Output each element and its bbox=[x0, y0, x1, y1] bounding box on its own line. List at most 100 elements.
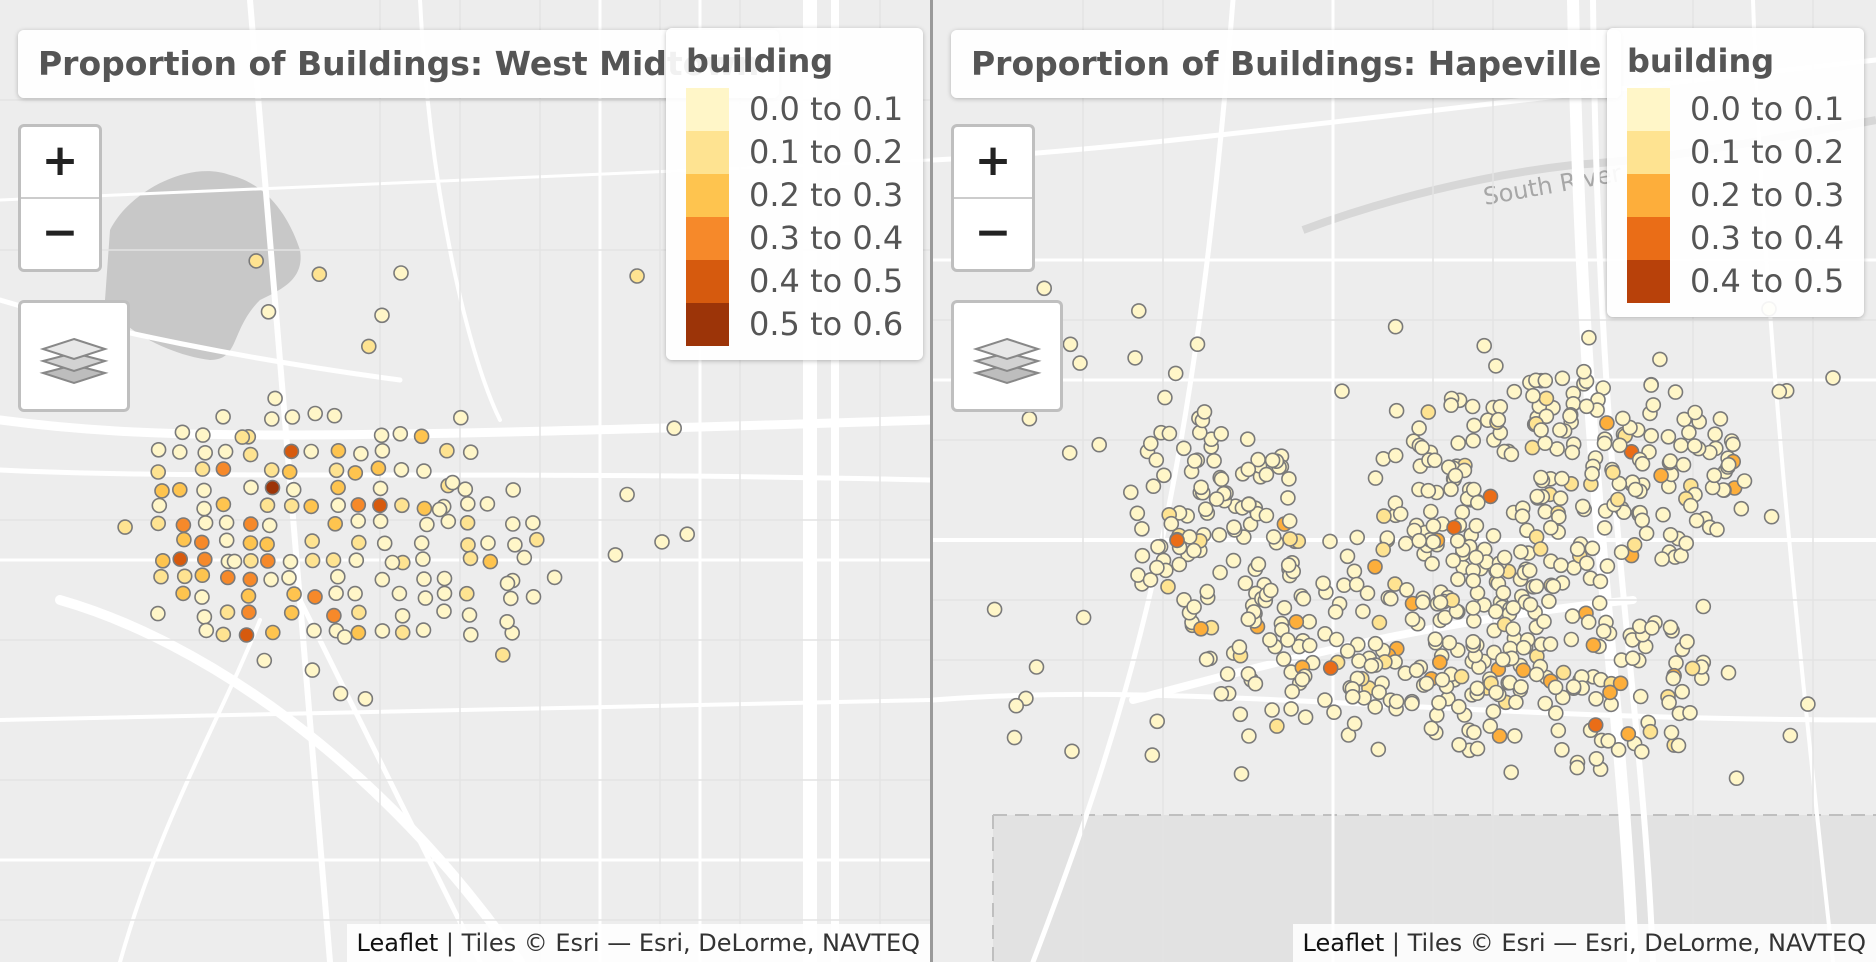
building-marker[interactable] bbox=[1488, 358, 1504, 374]
building-marker[interactable] bbox=[384, 554, 401, 571]
building-marker[interactable] bbox=[304, 662, 321, 678]
building-marker[interactable] bbox=[1447, 467, 1464, 484]
building-marker[interactable] bbox=[1367, 699, 1384, 715]
building-marker[interactable] bbox=[1587, 717, 1604, 733]
building-marker[interactable] bbox=[413, 535, 430, 551]
building-marker[interactable] bbox=[986, 601, 1003, 618]
building-marker[interactable] bbox=[1169, 532, 1185, 549]
building-marker[interactable] bbox=[1397, 535, 1414, 552]
building-marker[interactable] bbox=[1425, 518, 1442, 534]
building-marker[interactable] bbox=[1453, 668, 1470, 685]
building-marker[interactable] bbox=[1411, 420, 1427, 436]
building-marker[interactable] bbox=[285, 481, 302, 498]
building-marker[interactable] bbox=[1613, 544, 1630, 561]
building-marker[interactable] bbox=[654, 534, 670, 550]
building-marker[interactable] bbox=[452, 409, 469, 426]
building-marker[interactable] bbox=[1673, 437, 1689, 454]
building-marker[interactable] bbox=[416, 500, 433, 517]
building-marker[interactable] bbox=[1339, 548, 1356, 565]
building-marker[interactable] bbox=[1468, 549, 1484, 566]
building-marker[interactable] bbox=[1398, 581, 1415, 598]
building-marker[interactable] bbox=[1488, 684, 1504, 701]
building-marker[interactable] bbox=[629, 268, 645, 284]
building-marker[interactable] bbox=[1550, 722, 1567, 739]
building-marker[interactable] bbox=[1706, 467, 1723, 484]
building-marker[interactable] bbox=[1825, 370, 1841, 386]
building-marker[interactable] bbox=[248, 253, 265, 269]
building-marker[interactable] bbox=[1538, 390, 1555, 407]
building-marker[interactable] bbox=[1426, 452, 1443, 469]
building-marker[interactable] bbox=[1450, 435, 1467, 451]
building-marker[interactable] bbox=[1578, 398, 1595, 415]
building-marker[interactable] bbox=[1021, 410, 1038, 427]
building-marker[interactable] bbox=[241, 604, 257, 621]
building-marker[interactable] bbox=[415, 622, 432, 638]
building-marker[interactable] bbox=[220, 569, 236, 586]
building-marker[interactable] bbox=[264, 624, 281, 641]
building-marker[interactable] bbox=[1258, 507, 1275, 524]
building-marker[interactable] bbox=[1632, 688, 1649, 705]
building-marker[interactable] bbox=[376, 535, 393, 552]
building-marker[interactable] bbox=[1469, 740, 1486, 757]
building-marker[interactable] bbox=[372, 513, 389, 530]
building-marker[interactable] bbox=[1420, 482, 1437, 499]
building-marker[interactable] bbox=[259, 553, 276, 569]
building-marker[interactable] bbox=[238, 627, 255, 643]
building-marker[interactable] bbox=[1127, 350, 1143, 366]
building-marker[interactable] bbox=[1712, 411, 1729, 427]
building-marker[interactable] bbox=[1489, 562, 1505, 579]
building-marker[interactable] bbox=[1515, 639, 1532, 656]
building-marker[interactable] bbox=[373, 427, 390, 444]
building-marker[interactable] bbox=[1547, 705, 1564, 721]
building-marker[interactable] bbox=[1565, 678, 1582, 695]
building-marker[interactable] bbox=[1532, 541, 1549, 557]
building-marker[interactable] bbox=[1602, 684, 1618, 701]
building-marker[interactable] bbox=[1424, 555, 1440, 572]
building-marker[interactable] bbox=[444, 474, 461, 491]
building-marker[interactable] bbox=[1371, 684, 1387, 701]
building-marker[interactable] bbox=[1160, 578, 1176, 595]
building-marker[interactable] bbox=[1476, 337, 1493, 354]
building-marker[interactable] bbox=[1149, 713, 1165, 730]
building-marker[interactable] bbox=[525, 588, 542, 605]
building-marker[interactable] bbox=[1371, 614, 1388, 631]
building-marker[interactable] bbox=[1547, 679, 1564, 696]
building-marker[interactable] bbox=[350, 513, 367, 529]
building-marker[interactable] bbox=[1533, 422, 1549, 438]
building-marker[interactable] bbox=[1404, 695, 1420, 712]
building-marker[interactable] bbox=[1061, 445, 1078, 461]
building-marker[interactable] bbox=[1660, 428, 1677, 445]
building-marker[interactable] bbox=[197, 515, 214, 531]
building-marker[interactable] bbox=[226, 553, 243, 570]
building-marker[interactable] bbox=[1668, 655, 1684, 671]
building-marker[interactable] bbox=[1620, 726, 1637, 742]
building-marker[interactable] bbox=[350, 497, 367, 513]
building-marker[interactable] bbox=[1522, 596, 1539, 613]
building-marker[interactable] bbox=[1485, 527, 1502, 544]
building-marker[interactable] bbox=[1638, 525, 1655, 542]
building-marker[interactable] bbox=[259, 497, 276, 514]
building-marker[interactable] bbox=[1485, 703, 1502, 720]
building-marker[interactable] bbox=[175, 517, 192, 533]
building-marker[interactable] bbox=[1505, 621, 1521, 637]
building-marker[interactable] bbox=[416, 571, 432, 587]
building-marker[interactable] bbox=[372, 497, 388, 514]
building-marker[interactable] bbox=[348, 552, 365, 569]
map-west-midtown[interactable]: Proportion of Buildings: West Midtown bu… bbox=[0, 0, 930, 962]
building-marker[interactable] bbox=[311, 266, 328, 283]
building-marker[interactable] bbox=[330, 497, 347, 514]
building-marker[interactable] bbox=[1262, 632, 1278, 648]
building-marker[interactable] bbox=[1682, 704, 1698, 721]
building-marker[interactable] bbox=[1687, 404, 1703, 421]
building-marker[interactable] bbox=[1482, 488, 1499, 505]
building-marker[interactable] bbox=[1782, 727, 1799, 744]
building-marker[interactable] bbox=[1533, 469, 1549, 486]
building-marker[interactable] bbox=[1469, 494, 1486, 511]
building-marker[interactable] bbox=[419, 516, 435, 533]
building-marker[interactable] bbox=[1349, 529, 1366, 546]
building-marker[interactable] bbox=[1464, 398, 1481, 415]
building-marker[interactable] bbox=[1555, 664, 1572, 681]
building-marker[interactable] bbox=[243, 479, 259, 496]
building-marker[interactable] bbox=[1588, 690, 1604, 707]
building-marker[interactable] bbox=[1334, 383, 1350, 400]
